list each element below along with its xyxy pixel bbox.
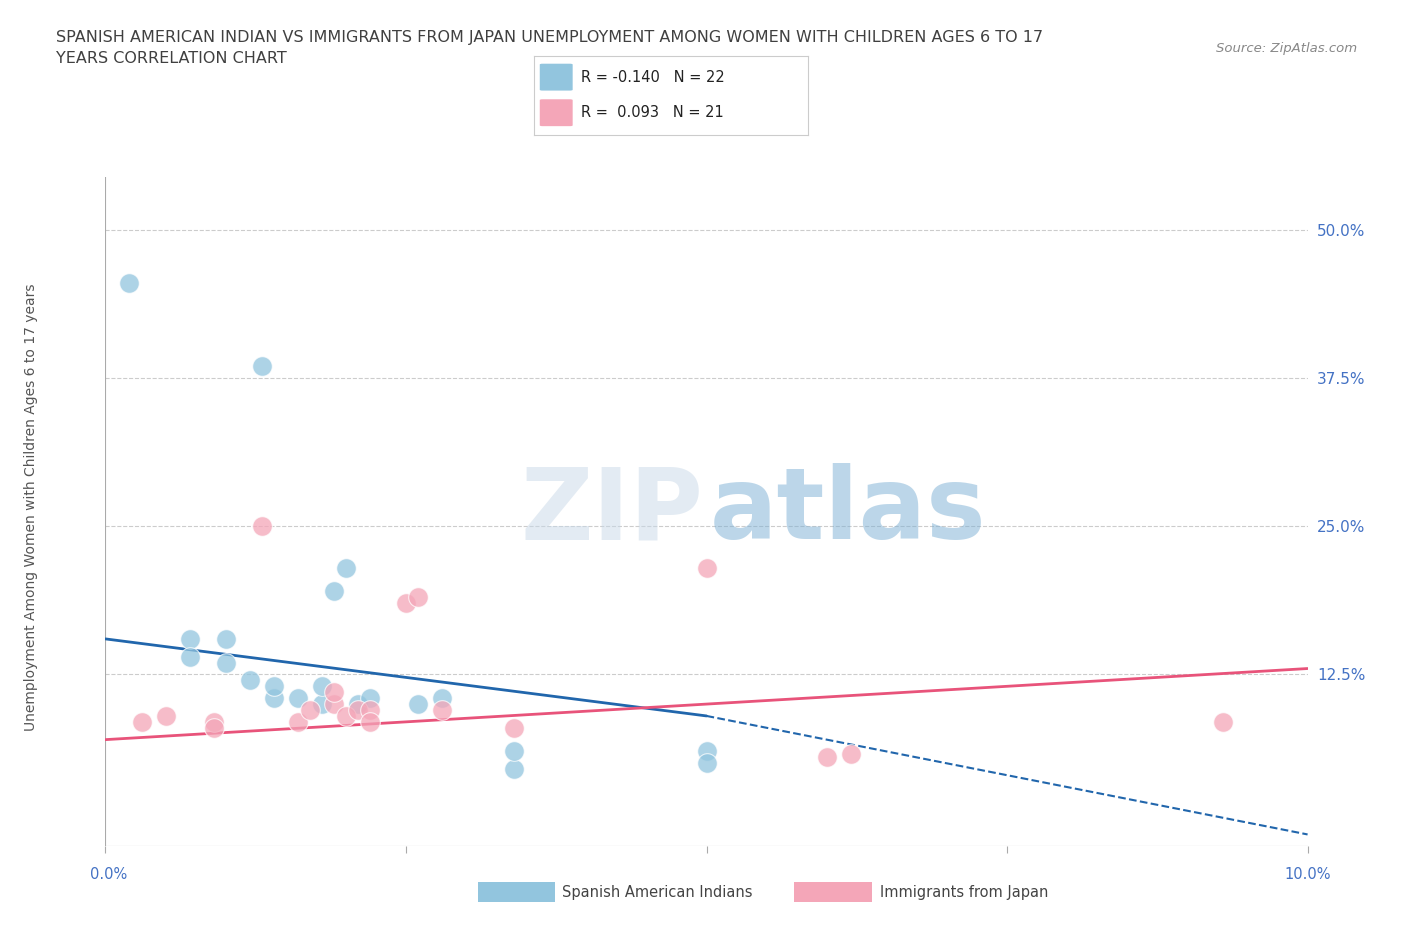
Text: 0.0%: 0.0% [90,867,127,882]
Point [214,631,236,646]
Point [311,697,333,711]
Point [406,590,429,604]
Text: Source: ZipAtlas.com: Source: ZipAtlas.com [1216,42,1357,55]
Point [287,714,309,729]
Point [359,714,381,729]
Text: Unemployment Among Women with Children Ages 6 to 17 years: Unemployment Among Women with Children A… [24,283,38,731]
Point [202,721,225,736]
Point [1212,714,1234,729]
Point [214,655,236,670]
Text: YEARS CORRELATION CHART: YEARS CORRELATION CHART [56,51,287,66]
Point [202,714,225,729]
FancyBboxPatch shape [540,100,572,126]
Text: SPANISH AMERICAN INDIAN VS IMMIGRANTS FROM JAPAN UNEMPLOYMENT AMONG WOMEN WITH C: SPANISH AMERICAN INDIAN VS IMMIGRANTS FR… [56,30,1043,45]
Point [696,744,718,759]
Point [287,691,309,706]
Point [406,697,429,711]
Point [430,702,453,717]
Point [263,691,285,706]
Point [359,691,381,706]
Point [131,714,153,729]
Point [503,762,526,777]
Point [250,359,273,374]
Point [322,684,344,699]
Point [696,756,718,771]
Point [359,702,381,717]
Point [503,721,526,736]
FancyBboxPatch shape [540,64,572,90]
Point [239,673,262,688]
Point [347,702,370,717]
Point [335,709,357,724]
Text: 10.0%: 10.0% [1284,867,1331,882]
Point [298,702,321,717]
Point [335,561,357,576]
Text: atlas: atlas [710,463,987,560]
Text: Spanish American Indians: Spanish American Indians [562,885,752,900]
Point [395,596,418,611]
Point [179,649,201,664]
Point [430,691,453,706]
Point [263,679,285,694]
Point [250,519,273,534]
Point [179,631,201,646]
Point [322,697,344,711]
Point [815,750,838,764]
Point [503,744,526,759]
Point [155,709,177,724]
Text: R =  0.093   N = 21: R = 0.093 N = 21 [581,105,724,120]
Text: R = -0.140   N = 22: R = -0.140 N = 22 [581,70,724,85]
Point [322,584,344,599]
Point [311,679,333,694]
Text: ZIP: ZIP [520,463,703,560]
Point [118,276,141,291]
Point [839,747,862,762]
Text: Immigrants from Japan: Immigrants from Japan [880,885,1049,900]
Point [347,697,370,711]
Point [696,561,718,576]
